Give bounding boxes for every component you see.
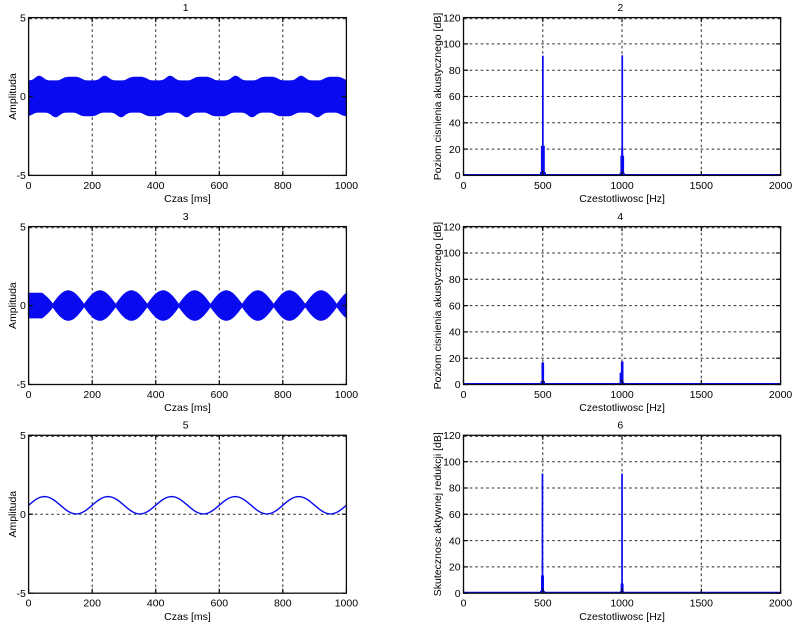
svg-text:100: 100 <box>443 456 461 468</box>
svg-text:500: 500 <box>534 389 552 401</box>
svg-text:60: 60 <box>449 91 461 103</box>
svg-text:600: 600 <box>211 389 229 401</box>
svg-text:20: 20 <box>449 353 461 365</box>
svg-text:80: 80 <box>449 65 461 77</box>
svg-text:200: 200 <box>83 598 101 610</box>
svg-text:100: 100 <box>443 39 461 51</box>
svg-text:600: 600 <box>211 180 229 192</box>
svg-text:1000: 1000 <box>335 598 359 610</box>
svg-text:0: 0 <box>461 389 467 401</box>
svg-text:3: 3 <box>183 211 189 223</box>
svg-text:100: 100 <box>443 248 461 260</box>
svg-text:Czestotliwosc [Hz]: Czestotliwosc [Hz] <box>579 193 665 205</box>
svg-text:1000: 1000 <box>335 180 359 192</box>
svg-text:1: 1 <box>183 2 189 14</box>
svg-text:40: 40 <box>449 535 461 547</box>
svg-text:1500: 1500 <box>690 598 714 610</box>
svg-text:2000: 2000 <box>769 180 793 192</box>
svg-text:0: 0 <box>20 509 26 521</box>
svg-text:Czas [ms]: Czas [ms] <box>164 611 211 622</box>
svg-text:5: 5 <box>183 420 189 432</box>
svg-text:600: 600 <box>211 598 229 610</box>
svg-text:80: 80 <box>449 274 461 286</box>
svg-text:120: 120 <box>443 12 461 24</box>
svg-text:800: 800 <box>274 180 292 192</box>
svg-text:800: 800 <box>274 598 292 610</box>
svg-text:2: 2 <box>617 2 623 14</box>
svg-text:1000: 1000 <box>335 389 359 401</box>
svg-text:1000: 1000 <box>610 389 634 401</box>
svg-text:Skutecznosc aktywnej redukcji: Skutecznosc aktywnej redukcji [dB] <box>432 432 444 596</box>
svg-text:Czas [ms]: Czas [ms] <box>164 402 211 414</box>
svg-text:0: 0 <box>20 300 26 312</box>
svg-text:6: 6 <box>617 420 623 432</box>
svg-text:0: 0 <box>455 379 461 391</box>
svg-text:40: 40 <box>449 327 461 339</box>
svg-text:0: 0 <box>461 598 467 610</box>
svg-text:400: 400 <box>147 389 165 401</box>
svg-text:5: 5 <box>20 221 26 233</box>
svg-text:80: 80 <box>449 483 461 495</box>
svg-text:-5: -5 <box>16 379 25 391</box>
svg-text:Czestotliwosc [Hz]: Czestotliwosc [Hz] <box>579 611 665 622</box>
svg-text:500: 500 <box>534 598 552 610</box>
svg-text:0: 0 <box>26 180 32 192</box>
svg-text:800: 800 <box>274 389 292 401</box>
svg-text:60: 60 <box>449 509 461 521</box>
svg-text:Amplituda: Amplituda <box>7 491 19 538</box>
svg-text:Amplituda: Amplituda <box>7 282 19 329</box>
svg-text:200: 200 <box>83 389 101 401</box>
svg-text:40: 40 <box>449 118 461 130</box>
svg-text:5: 5 <box>20 12 26 24</box>
svg-text:0: 0 <box>455 170 461 182</box>
svg-text:Czestotliwosc [Hz]: Czestotliwosc [Hz] <box>579 402 665 414</box>
svg-text:Amplituda: Amplituda <box>7 73 19 120</box>
svg-text:4: 4 <box>617 211 623 223</box>
svg-text:120: 120 <box>443 430 461 442</box>
svg-text:-5: -5 <box>16 588 25 600</box>
svg-text:0: 0 <box>26 389 32 401</box>
svg-text:Czas [ms]: Czas [ms] <box>164 193 211 205</box>
svg-text:0: 0 <box>461 180 467 192</box>
svg-text:400: 400 <box>147 598 165 610</box>
svg-text:-5: -5 <box>16 170 25 182</box>
svg-text:2000: 2000 <box>769 598 793 610</box>
svg-text:1500: 1500 <box>690 389 714 401</box>
svg-text:60: 60 <box>449 300 461 312</box>
svg-text:1500: 1500 <box>690 180 714 192</box>
svg-text:400: 400 <box>147 180 165 192</box>
svg-text:20: 20 <box>449 144 461 156</box>
svg-text:0: 0 <box>20 91 26 103</box>
svg-text:120: 120 <box>443 221 461 233</box>
svg-text:5: 5 <box>20 430 26 442</box>
svg-text:0: 0 <box>26 598 32 610</box>
svg-text:0: 0 <box>455 588 461 600</box>
svg-text:Poziom cisnienia akustycznego: Poziom cisnienia akustycznego [dB] <box>432 13 444 181</box>
svg-text:Poziom cisnienia akustycznego: Poziom cisnienia akustycznego [dB] <box>432 222 444 390</box>
svg-text:500: 500 <box>534 180 552 192</box>
svg-text:1000: 1000 <box>610 598 634 610</box>
svg-text:1000: 1000 <box>610 180 634 192</box>
svg-text:2000: 2000 <box>769 389 793 401</box>
svg-text:200: 200 <box>83 180 101 192</box>
svg-text:20: 20 <box>449 562 461 574</box>
